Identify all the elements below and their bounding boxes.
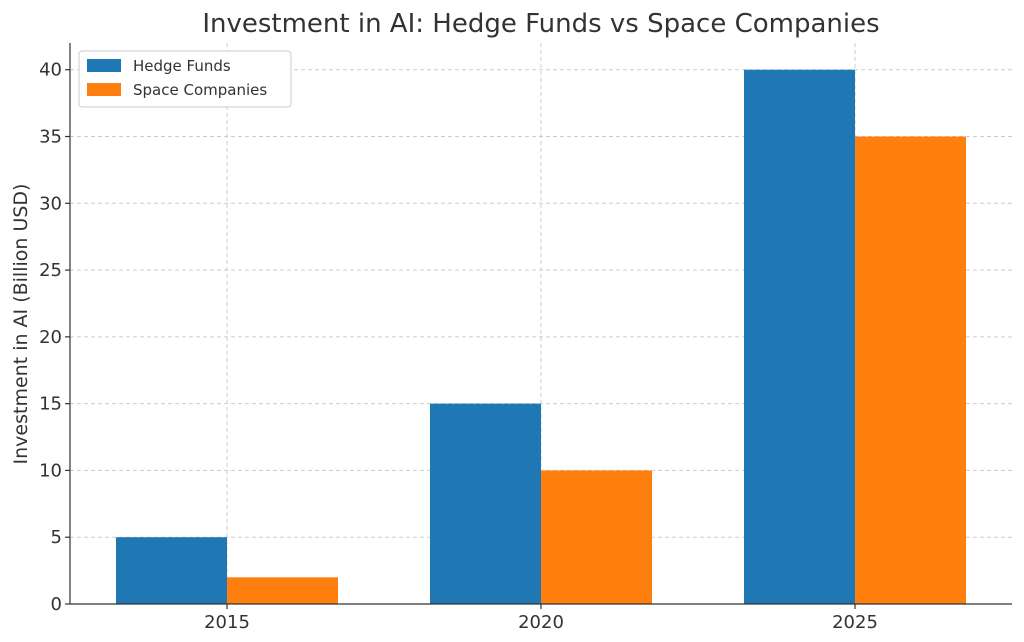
y-axis-label: Investment in AI (Billion USD) [10,184,32,465]
x-tick-label: 2015 [204,612,250,633]
legend-swatch [87,83,121,96]
legend-swatch [87,59,121,72]
y-tick-label: 20 [39,327,62,348]
x-tick-label: 2020 [518,612,564,633]
legend: Hedge Funds Space Companies [78,50,292,108]
bars [116,69,966,604]
y-tick-label: 15 [39,394,62,415]
bar-space-companies-2015 [227,577,338,604]
y-tick-label: 35 [39,127,62,148]
y-tick-label: 30 [39,193,62,214]
legend-label: Space Companies [133,81,267,99]
legend-label: Hedge Funds [133,57,231,75]
chart-title: Investment in AI: Hedge Funds vs Space C… [202,9,879,39]
x-tick-label: 2025 [832,612,878,633]
bar-hedge-funds-2020 [430,403,541,604]
bar-space-companies-2020 [541,470,652,604]
bar-space-companies-2025 [855,136,966,604]
y-tick-label: 25 [39,260,62,281]
legend-box [78,50,292,108]
y-tick-label: 40 [39,60,62,81]
bar-hedge-funds-2015 [116,537,227,604]
y-tick-label: 10 [39,460,62,481]
y-tick-label: 0 [51,594,62,615]
bar-hedge-funds-2025 [744,69,855,604]
y-tick-label: 5 [51,527,62,548]
